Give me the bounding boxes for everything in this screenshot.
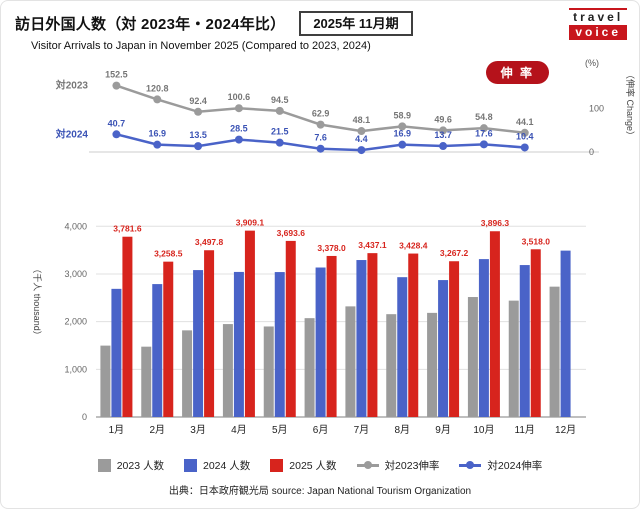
svg-text:40.7: 40.7: [108, 118, 126, 128]
bar-series-2024: [111, 250, 571, 417]
legend: 2023 人数 2024 人数 2025 人数 対2023伸率 対2024伸率: [1, 454, 639, 476]
svg-text:17.6: 17.6: [475, 128, 493, 138]
svg-text:62.9: 62.9: [312, 109, 330, 119]
legend-square-marker: [97, 458, 111, 472]
legend-item: 2024 人数: [184, 458, 250, 473]
logo-voice-text: voice: [569, 25, 627, 41]
legend-square-marker: [270, 458, 284, 472]
bar-ytick: 3,000: [64, 269, 87, 279]
month-label: 3月: [190, 424, 206, 436]
travel-voice-logo: travel voice: [569, 8, 627, 41]
svg-text:49.6: 49.6: [434, 114, 452, 124]
svg-text:3,258.5: 3,258.5: [154, 249, 183, 259]
month-label: 11月: [515, 424, 535, 436]
bar-axis-title: （千人 thousand）: [32, 264, 42, 340]
page-title: 訪日外国人数（対 2023年・2024年比）: [15, 16, 286, 33]
legend-line-marker: [356, 461, 379, 469]
legend-item: 対2024伸率: [459, 458, 542, 473]
growth-axis-unit: (%): [585, 58, 599, 68]
svg-text:3,267.2: 3,267.2: [440, 248, 469, 258]
month-label: 10月: [473, 424, 494, 436]
svg-text:3,437.1: 3,437.1: [358, 240, 387, 250]
period-badge: 2025年 11月期: [299, 11, 413, 36]
legend-line-marker: [459, 461, 482, 469]
svg-text:7.6: 7.6: [314, 133, 327, 143]
month-label: 4月: [231, 424, 247, 436]
bar-ytick: 4,000: [64, 221, 87, 231]
svg-text:3,896.3: 3,896.3: [481, 218, 510, 228]
svg-text:3,909.1: 3,909.1: [236, 218, 265, 228]
month-label: 8月: [394, 424, 410, 436]
growth-axis-title: （伸率 Change）: [625, 70, 636, 140]
svg-text:16.9: 16.9: [148, 129, 166, 139]
bar-ytick: 1,000: [64, 364, 87, 374]
svg-text:120.8: 120.8: [146, 83, 169, 93]
svg-text:13.5: 13.5: [189, 130, 207, 140]
legend-dot: [363, 461, 372, 469]
svg-text:3,781.6: 3,781.6: [113, 224, 142, 234]
legend-square-marker: [184, 458, 197, 472]
month-label: 12月: [555, 424, 576, 436]
svg-text:対2024: 対2024: [55, 127, 89, 140]
bar-series-2025: 3,781.6 3,258.5 3,497.8 3,909.1 3,693.6 3,378…: [113, 218, 550, 417]
source-footer: 出典：日本政府観光局 source: Japan National Touris…: [168, 486, 472, 497]
svg-text:94.5: 94.5: [271, 95, 289, 105]
legend-item: 2025 人数: [270, 458, 337, 473]
month-label: 2月: [149, 424, 165, 436]
growth-ytick: 100: [589, 103, 604, 113]
svg-text:3,378.0: 3,378.0: [317, 243, 346, 253]
page-subtitle: Visitor Arrivals to Japan in November 20…: [31, 40, 371, 52]
bar-ytick: 2,000: [64, 317, 87, 327]
header: 訪日外国人数（対 2023年・2024年比） 2025年 11月期: [1, 1, 639, 36]
legend-label: 2024 人数: [203, 459, 251, 472]
svg-text:152.5: 152.5: [105, 70, 128, 80]
svg-text:100.6: 100.6: [228, 92, 251, 102]
svg-text:92.4: 92.4: [189, 96, 207, 106]
line-series-2023: 152.5 120.8 92.4 100.6 94.5 62.9 48.1 58.9 49.6 5…: [55, 70, 534, 137]
svg-text:48.1: 48.1: [353, 115, 371, 125]
svg-text:4.4: 4.4: [355, 134, 368, 144]
svg-text:13.7: 13.7: [434, 130, 452, 140]
svg-text:10.4: 10.4: [516, 131, 534, 141]
legend-dot: [466, 461, 475, 469]
bar-ytick: 0: [82, 412, 87, 422]
svg-text:58.9: 58.9: [393, 110, 411, 120]
svg-text:16.9: 16.9: [393, 129, 411, 139]
svg-text:21.5: 21.5: [271, 127, 289, 137]
month-label: 7月: [354, 424, 370, 436]
month-label: 1月: [109, 424, 125, 436]
legend-label: 2025 人数: [289, 459, 337, 472]
arrivals-bar-chart: 0 1,000 2,000 3,000 4,000 1月 2月 3月 4月 5月 6月 7月 8月 9月 1…: [32, 218, 586, 436]
growth-rate-line-chart: 0 100 (%) （伸率 Change） 152.5 120.8 92.4 100.6 94.…: [55, 58, 636, 157]
svg-text:44.1: 44.1: [516, 117, 534, 127]
legend-item: 対2023伸率: [356, 458, 440, 473]
legend-label: 対2024伸率: [487, 459, 543, 472]
legend-item: 2023 人数: [97, 458, 164, 473]
legend-label: 対2023伸率: [384, 459, 440, 472]
growth-rate-badge: 伸 率: [485, 61, 549, 84]
svg-text:3,518.0: 3,518.0: [522, 236, 551, 246]
logo-travel-text: travel: [569, 8, 627, 25]
legend-label: 2023 人数: [116, 459, 164, 472]
month-label: 5月: [272, 424, 288, 436]
svg-text:3,693.6: 3,693.6: [277, 228, 306, 238]
svg-text:54.8: 54.8: [475, 112, 493, 122]
svg-text:3,497.8: 3,497.8: [195, 237, 224, 247]
svg-text:3,428.4: 3,428.4: [399, 241, 428, 251]
line-series-2024: 40.7 16.9 13.5 28.5 21.5 7.6 4.4 16.9 13.7 17.6 10…: [55, 118, 534, 155]
bar-series-2023: [100, 286, 560, 417]
month-label: 6月: [313, 424, 329, 436]
growth-ytick: 0: [589, 147, 594, 157]
svg-text:対2023: 対2023: [55, 79, 89, 92]
month-label: 9月: [435, 424, 451, 436]
svg-text:28.5: 28.5: [230, 124, 248, 134]
